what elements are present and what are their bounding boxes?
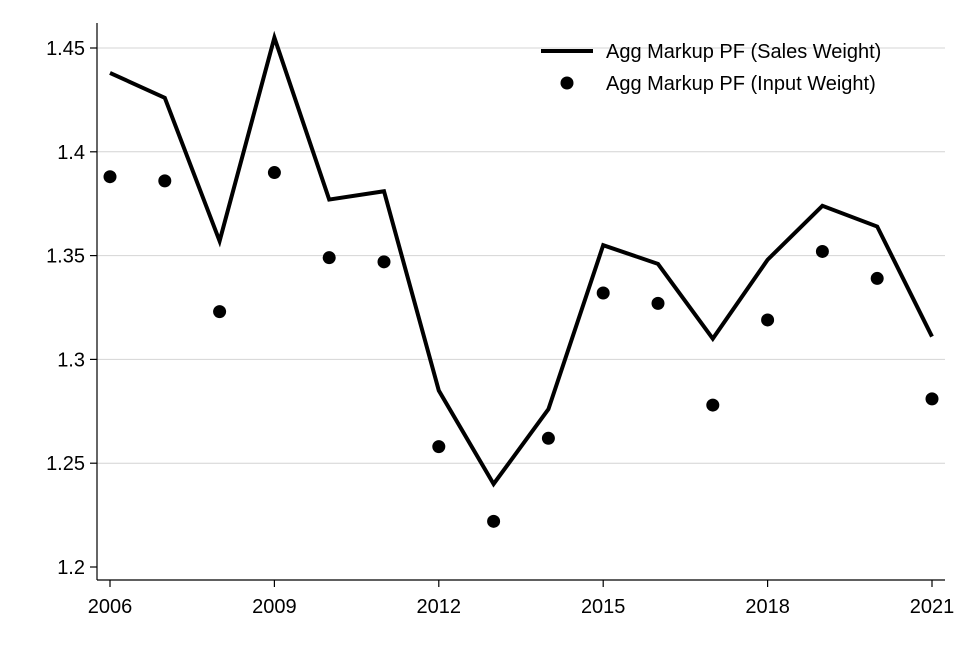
data-point-input-weight [377, 255, 391, 269]
legend: Agg Markup PF (Sales Weight) Agg Markup P… [541, 41, 881, 95]
legend-label-sales-weight: Agg Markup PF (Sales Weight) [606, 41, 881, 63]
y-tick-label: 1.3 [57, 349, 85, 371]
data-point-input-weight [103, 170, 117, 184]
x-tick-label: 2012 [417, 596, 462, 618]
y-tick-label: 1.35 [46, 246, 85, 268]
data-point-input-weight [267, 166, 281, 180]
legend-marker-swatch [560, 76, 574, 90]
data-point-input-weight [706, 398, 720, 412]
data-point-input-weight [158, 174, 172, 188]
grid [97, 47, 945, 464]
legend-label-input-weight: Agg Markup PF (Input Weight) [606, 73, 876, 95]
data-point-input-weight [541, 431, 555, 445]
x-tick-label: 2021 [910, 596, 955, 618]
series [103, 30, 939, 528]
data-point-input-weight [870, 271, 884, 285]
series-line-sales-weight [109, 30, 934, 488]
y-tick-label: 1.2 [57, 557, 85, 579]
y-tick-label: 1.45 [46, 38, 85, 60]
data-point-input-weight [322, 251, 336, 265]
data-point-input-weight [596, 286, 610, 300]
x-tick-label: 2015 [581, 596, 626, 618]
data-point-input-weight [925, 392, 939, 406]
x-tick-label: 2018 [745, 596, 790, 618]
y-tick-label: 1.25 [46, 453, 85, 475]
y-tick-label: 1.4 [57, 142, 85, 164]
x-tick-label: 2009 [252, 596, 297, 618]
data-point-input-weight [432, 440, 446, 454]
x-tick-label: 2006 [88, 596, 133, 618]
data-point-input-weight [761, 313, 775, 327]
data-point-input-weight [815, 244, 829, 258]
data-point-input-weight [651, 296, 665, 310]
axes: 1.2 1.25 1.3 1.35 1.4 1.45 2006 2009 2012 2015 201… [46, 23, 954, 618]
data-point-input-weight [213, 305, 227, 319]
data-point-input-weight [487, 514, 501, 528]
